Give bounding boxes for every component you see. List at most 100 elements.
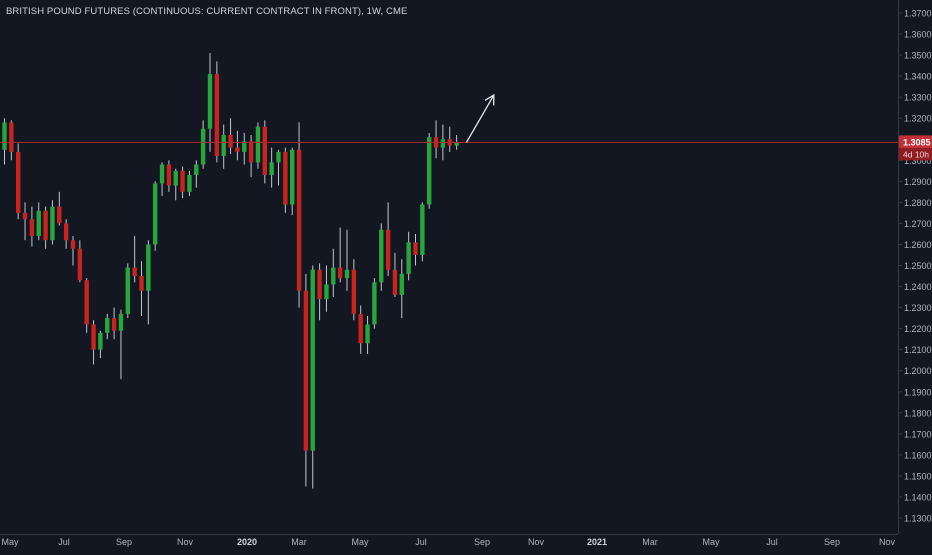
candle-body: [385, 229, 391, 270]
candle-body: [194, 164, 199, 176]
candle-body: [146, 244, 151, 291]
price-tick-label: 1.1500: [904, 471, 932, 481]
price-tick-label: 1.1300: [904, 514, 932, 524]
candle-body: [139, 276, 144, 291]
candle: [269, 147, 274, 188]
price-tick-label: 1.2100: [904, 345, 932, 355]
candle-body: [180, 170, 185, 192]
time-tick-label: 2020: [237, 537, 257, 547]
last-price-badge: [899, 135, 932, 149]
candle: [413, 233, 418, 266]
candle-body: [427, 137, 432, 205]
candle-body: [105, 318, 110, 333]
candle-body: [91, 324, 96, 350]
time-tick-label: Sep: [824, 537, 840, 547]
candle: [98, 330, 103, 359]
time-tick-label: May: [351, 537, 369, 547]
candle: [91, 320, 96, 365]
candle: [310, 265, 315, 489]
time-tick-label: May: [702, 537, 720, 547]
candle-body: [392, 269, 398, 295]
candle: [283, 147, 288, 213]
candle-body: [57, 206, 62, 224]
candle: [399, 259, 404, 319]
price-tick-label: 1.1800: [904, 408, 932, 418]
candle: [385, 202, 391, 277]
candle: [139, 261, 144, 316]
candle-body: [63, 223, 69, 241]
time-tick-label: Mar: [642, 537, 658, 547]
candle: [214, 61, 220, 163]
candle-body: [351, 269, 357, 314]
candle-body: [440, 139, 446, 148]
candle: [2, 118, 7, 165]
time-tick-label: Nov: [177, 537, 194, 547]
candle: [77, 240, 83, 283]
candle-body: [125, 267, 130, 314]
price-tick-label: 1.2800: [904, 198, 932, 208]
price-tick-label: 1.3200: [904, 114, 932, 124]
last-price-label: 1.3085: [903, 138, 931, 148]
candle-body: [290, 149, 295, 205]
candle: [159, 162, 165, 197]
candle: [427, 132, 432, 209]
candle-body: [84, 280, 89, 325]
time-tick-label: Nov: [528, 537, 545, 547]
projection-arrow[interactable]: [465, 93, 495, 143]
candle-body: [406, 242, 411, 274]
candle: [180, 166, 185, 199]
candle-body: [324, 284, 329, 300]
candle: [29, 206, 35, 247]
candle-body: [276, 151, 281, 163]
candle: [255, 122, 261, 169]
chart-title: BRITISH POUND FUTURES (CONTINUOUS: CURRE…: [6, 6, 408, 17]
time-tick-label: Sep: [474, 537, 490, 547]
candle: [228, 118, 233, 154]
candle: [118, 309, 124, 380]
candle-body: [262, 126, 267, 176]
time-tick-label: Jul: [58, 537, 70, 547]
candle: [153, 181, 158, 251]
candle-body: [29, 219, 35, 237]
candle-body: [372, 282, 377, 325]
candle-body: [310, 269, 315, 451]
price-tick-label: 1.1600: [904, 450, 932, 460]
candle: [303, 273, 309, 487]
candle: [70, 236, 76, 266]
price-tick-label: 1.3300: [904, 93, 932, 103]
candle-body: [235, 147, 240, 152]
candle: [166, 160, 172, 192]
price-tick-label: 1.2200: [904, 324, 932, 334]
candle-body: [77, 248, 83, 281]
candle-body: [331, 267, 336, 285]
candle: [146, 240, 151, 325]
candle: [296, 122, 302, 308]
time-axis[interactable]: May Jul Sep Nov 2020 Mar May Jul Sep Nov 2021 Mar Ma…: [1, 537, 895, 547]
candle-body: [111, 318, 117, 331]
candle: [132, 236, 137, 283]
price-tick-label: 1.1900: [904, 387, 932, 397]
candle-body: [9, 122, 14, 152]
candle-body: [70, 240, 76, 249]
candle-body: [22, 212, 28, 220]
price-axis[interactable]: 1.37001.36001.35001.34001.33001.32001.31…: [898, 9, 932, 524]
candle: [337, 227, 343, 283]
candle-body: [365, 324, 370, 344]
candle: [43, 206, 48, 249]
candle: [324, 265, 329, 312]
candle: [57, 191, 62, 226]
candle: [200, 120, 206, 169]
price-tick-label: 1.3600: [904, 30, 932, 40]
countdown-label: 4d 10h: [903, 149, 929, 159]
candle-body: [36, 210, 41, 237]
candle: [105, 313, 110, 340]
candle-body: [242, 141, 247, 152]
candle-body: [420, 204, 425, 255]
candle-body: [153, 183, 158, 245]
candle: [433, 120, 439, 159]
candle: [22, 202, 28, 241]
candle: [16, 143, 21, 220]
